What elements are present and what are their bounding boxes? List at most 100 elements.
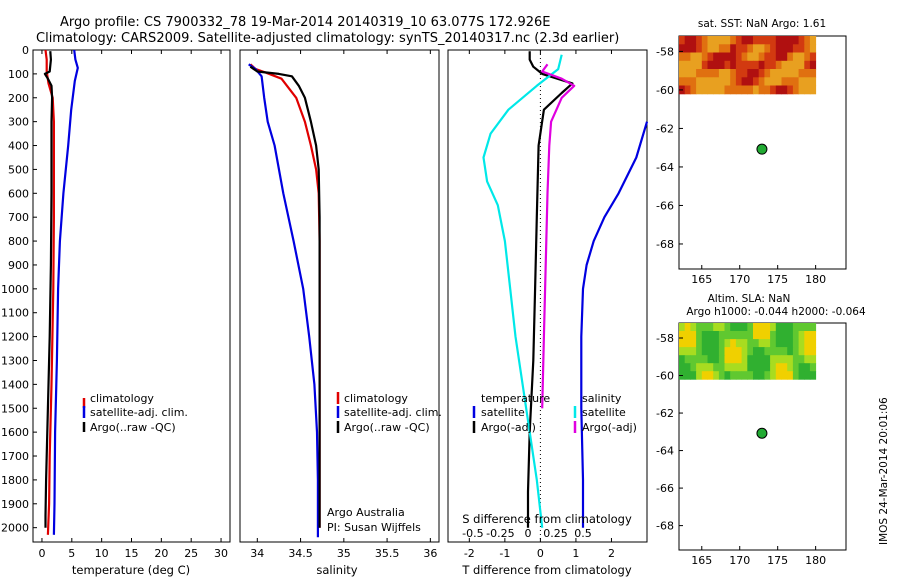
heatmap-cell — [713, 85, 720, 95]
heatmap-cell — [809, 69, 817, 78]
y-tick-label: 400 — [8, 140, 29, 153]
y-tick-label: 700 — [8, 211, 29, 224]
legend-label-climatology: climatology — [90, 392, 154, 405]
heatmap-cell — [781, 44, 788, 54]
heatmap-cell — [696, 331, 703, 340]
heatmap-cell — [696, 85, 703, 95]
x-tick-label: 25 — [184, 547, 198, 560]
heatmap-cell — [781, 323, 788, 332]
series-line-argo-raw-qc- — [249, 65, 321, 528]
heatmap-cell — [764, 323, 771, 332]
heatmap-cell — [753, 44, 760, 54]
sla-map-title: Altim. SLA: NaN — [708, 293, 791, 305]
heatmap-cell — [718, 355, 726, 364]
heatmap-cell — [758, 339, 765, 348]
heatmap-cell — [690, 69, 697, 78]
heatmap-cell — [679, 60, 686, 70]
heatmap-cell — [764, 363, 771, 372]
heatmap-cell — [798, 371, 805, 380]
heatmap-cell — [707, 363, 714, 372]
heatmap-cell — [809, 44, 817, 54]
heatmap-cell — [724, 331, 731, 340]
heatmap-cell — [787, 44, 794, 54]
x-tick-label: 175 — [767, 554, 788, 567]
heatmap-cell — [735, 371, 743, 380]
y-tick-label: -60 — [656, 370, 674, 383]
heatmap-cell — [684, 69, 691, 78]
heatmap-cell — [707, 371, 714, 380]
heatmap-cell — [679, 331, 686, 340]
x-tick-label: 2 — [608, 547, 615, 560]
heatmap-cell — [701, 69, 708, 78]
heatmap-cell — [679, 347, 686, 356]
heatmap-cell — [730, 339, 737, 348]
heatmap-cell — [718, 339, 726, 348]
heatmap-cell — [724, 60, 731, 70]
heatmap-cell — [753, 347, 760, 356]
heatmap-cell — [775, 331, 782, 340]
heatmap-cell — [747, 355, 754, 364]
heatmap-cell — [741, 52, 748, 62]
heatmap-cell — [718, 77, 726, 87]
x2-tick-label: -0.25 — [486, 527, 514, 540]
series-line-climatology — [44, 49, 56, 535]
legend-label-argo: Argo(..raw -QC) — [344, 421, 430, 434]
heatmap-cell — [758, 363, 765, 372]
heatmap-cell — [713, 36, 720, 45]
x-tick-label: 35 — [337, 547, 351, 560]
heatmap-cell — [696, 363, 703, 372]
heatmap-cell — [690, 36, 697, 45]
heatmap-cell — [770, 69, 777, 78]
heatmap-cell — [696, 347, 703, 356]
heatmap-cell — [809, 85, 817, 95]
x-tick-label: 1 — [572, 547, 579, 560]
heatmap-cell — [804, 77, 811, 87]
x-tick-label: 5 — [68, 547, 75, 560]
heatmap-cell — [804, 323, 811, 332]
heatmap-cell — [679, 355, 686, 364]
sla-map-panel: Altim. SLA: NaN Argo h1000: -0.044 h2000… — [656, 293, 866, 567]
heatmap-cell — [696, 77, 703, 87]
heatmap-cell — [804, 85, 811, 95]
heatmap-cell — [690, 77, 697, 87]
heatmap-cell — [696, 323, 703, 332]
heatmap-cell — [735, 52, 743, 62]
heatmap-cell — [730, 77, 737, 87]
x2-tick-label: 0.25 — [543, 527, 568, 540]
heatmap-cell — [707, 60, 714, 70]
series-line-climatology — [249, 63, 321, 528]
difference-legend: temperature salinity satellite Argo(-adj… — [472, 392, 637, 434]
x-tick-label: 0 — [38, 547, 45, 560]
heatmap-cell — [809, 323, 817, 332]
sla-map-x-ticks: 165 170 175 180 — [691, 546, 826, 567]
heatmap-cell — [792, 363, 800, 372]
heatmap-cell — [781, 347, 788, 356]
y-tick-label: -66 — [656, 199, 674, 212]
heatmap-cell — [690, 323, 697, 332]
legend-label-temp-argo: Argo(-adj) — [481, 421, 536, 434]
heatmap-cell — [696, 371, 703, 380]
heatmap-cell — [764, 339, 771, 348]
temperature-legend: climatology satellite-adj. clim. Argo(..… — [82, 392, 188, 434]
y-tick-label: -66 — [656, 482, 674, 495]
annotation-pi: PI: Susan Wijffels — [327, 521, 421, 534]
y-tick-label: 500 — [8, 163, 29, 176]
heatmap-cell — [781, 363, 788, 372]
heatmap-cell — [730, 52, 737, 62]
temperature-axes-frame — [32, 49, 231, 543]
heatmap-cell — [758, 69, 765, 78]
heatmap-cell — [696, 44, 703, 54]
y-tick-label: -64 — [656, 445, 674, 458]
heatmap-cell — [724, 355, 731, 364]
heatmap-cell — [679, 77, 686, 87]
heatmap-cell — [701, 347, 708, 356]
heatmap-cell — [787, 85, 794, 95]
heatmap-cell — [753, 331, 760, 340]
heatmap-cell — [730, 60, 737, 70]
heatmap-cell — [809, 52, 817, 62]
heatmap-cell — [770, 323, 777, 332]
heatmap-cell — [741, 36, 748, 45]
heatmap-cell — [747, 331, 754, 340]
heatmap-cell — [684, 363, 691, 372]
y-tick-label: 1300 — [1, 354, 29, 367]
